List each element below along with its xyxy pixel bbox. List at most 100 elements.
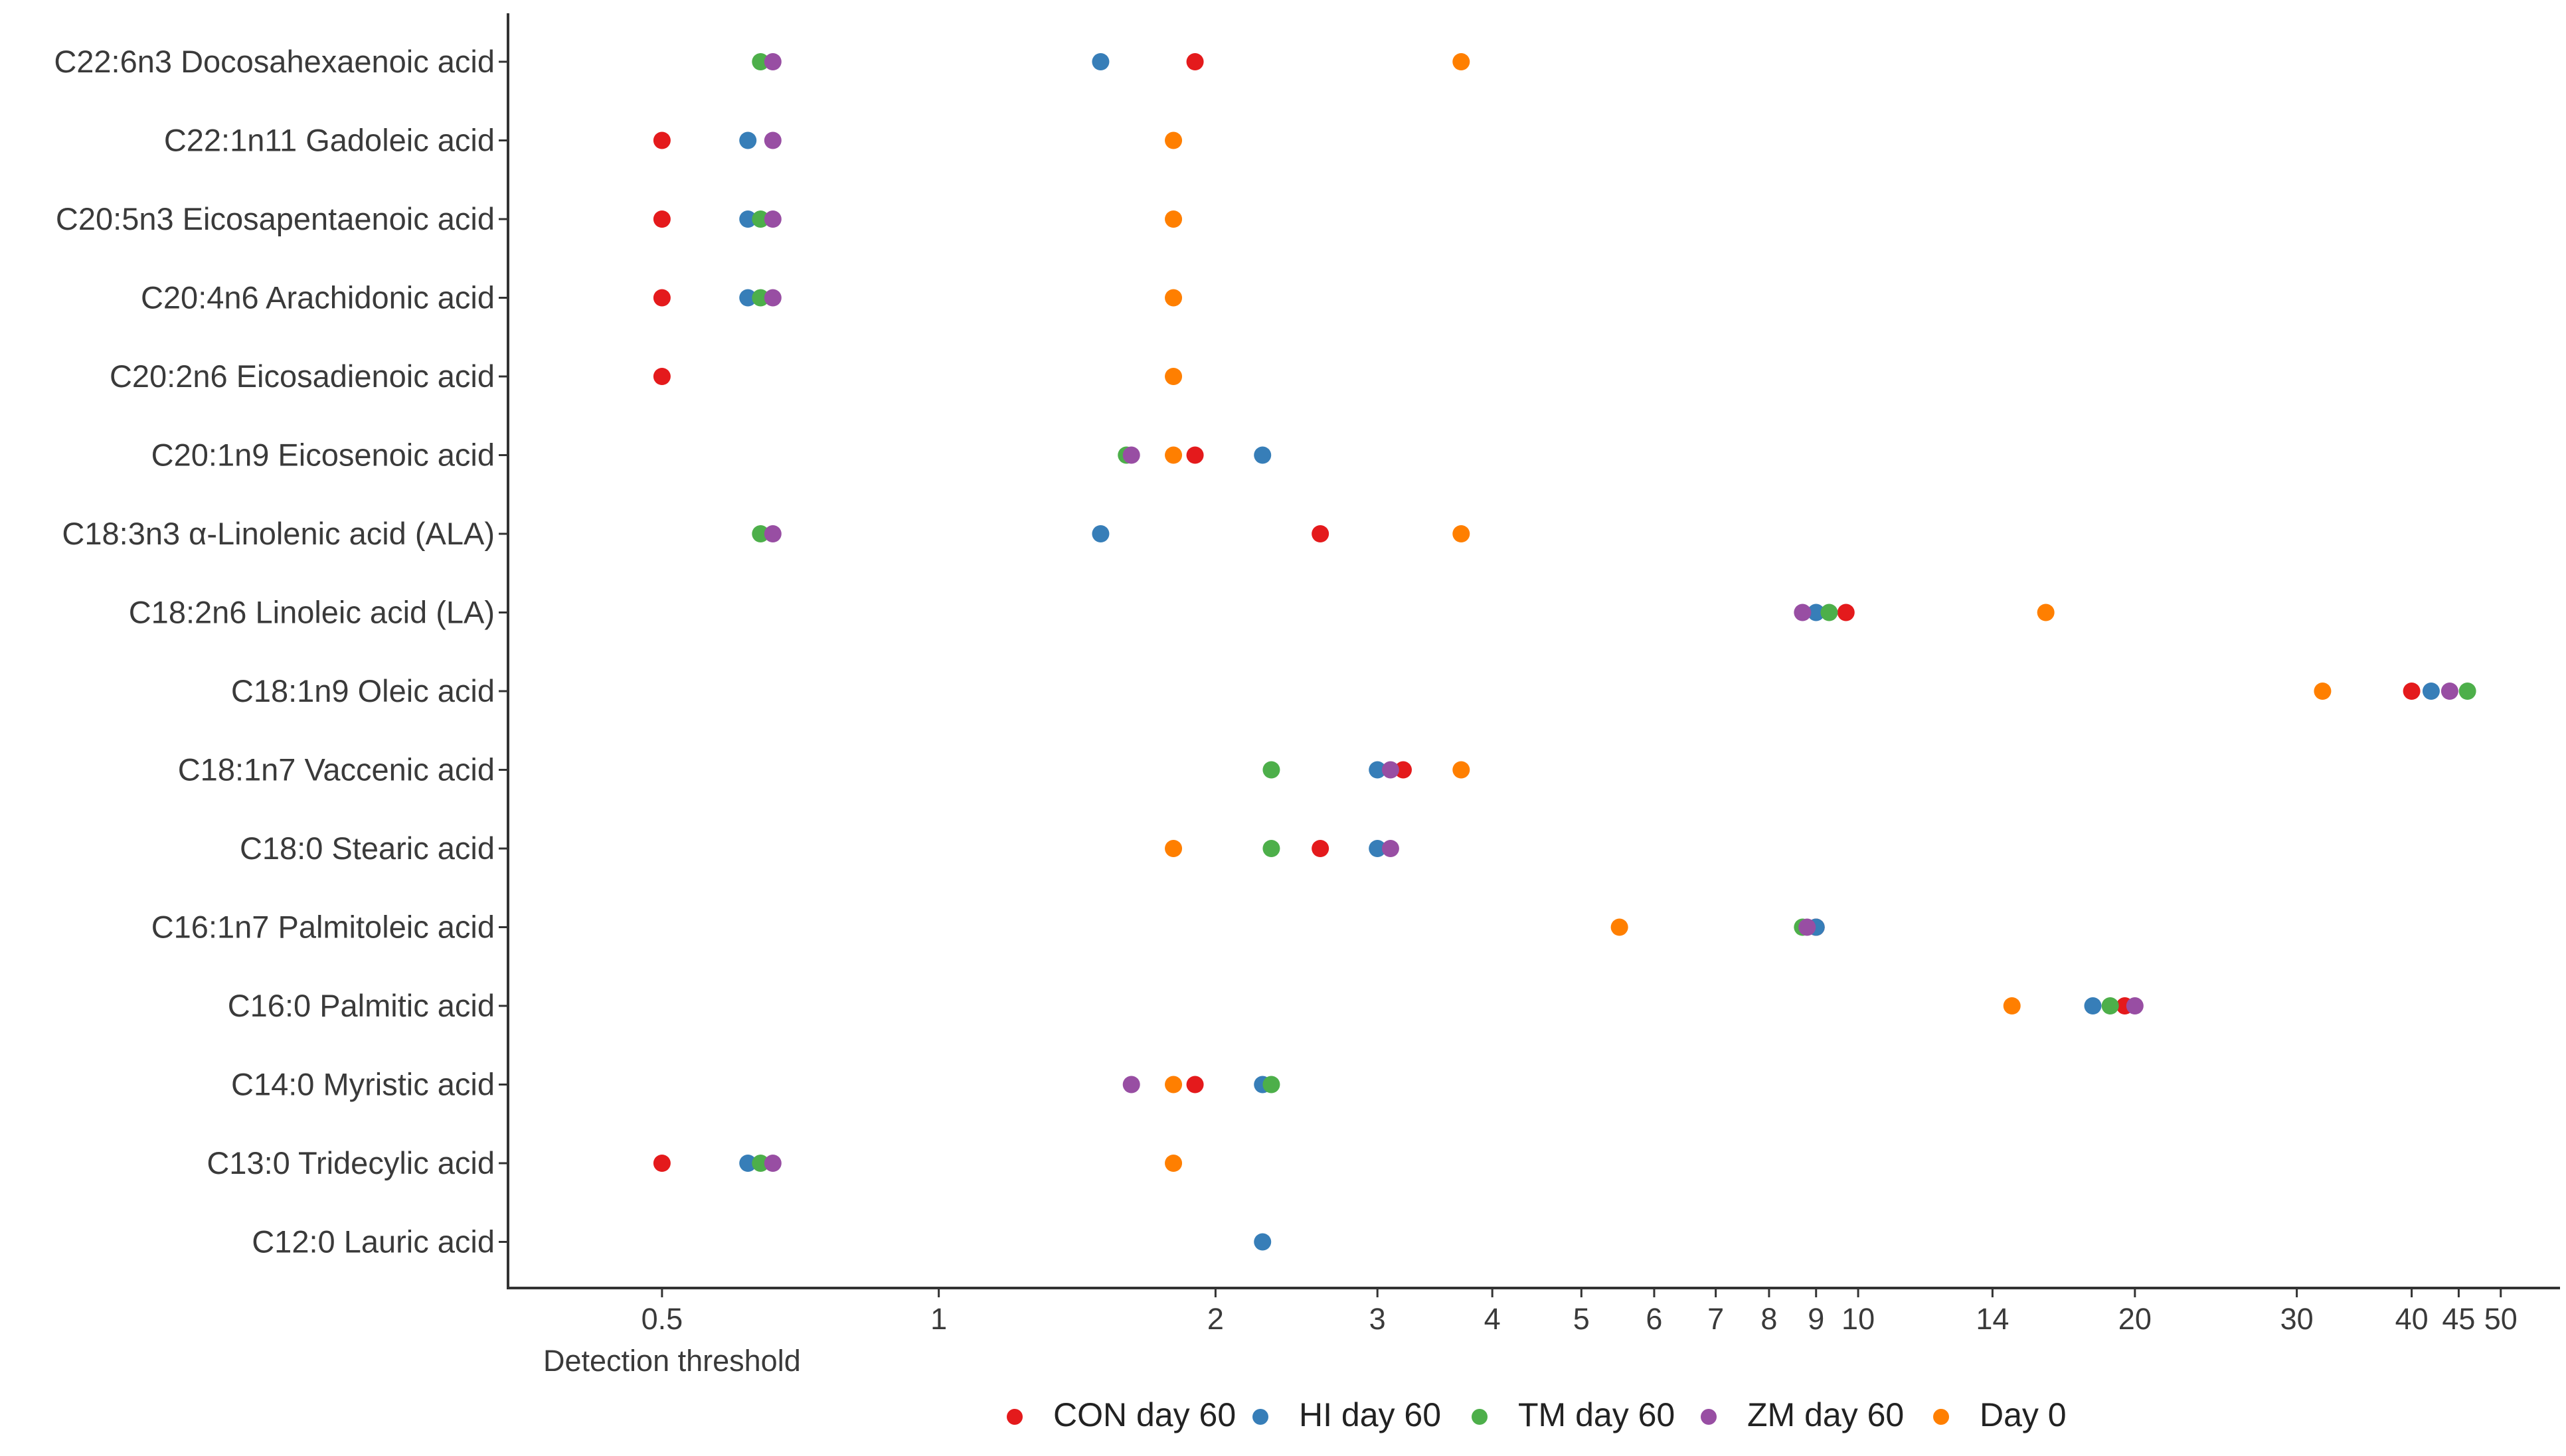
data-point: [1452, 525, 1470, 542]
data-point: [1262, 761, 1280, 779]
data-point: [764, 53, 782, 70]
x-tick-label: 45: [2442, 1302, 2475, 1336]
data-point: [764, 131, 782, 149]
data-point: [1165, 289, 1183, 307]
data-point: [653, 1155, 671, 1172]
data-point: [739, 210, 757, 228]
legend-label: HI day 60: [1299, 1396, 1441, 1433]
y-tick-label: C13:0 Tridecylic acid: [207, 1145, 495, 1180]
data-point: [739, 131, 757, 149]
y-tick-label: C12:0 Lauric acid: [252, 1224, 495, 1259]
x-tick-label: 30: [2280, 1302, 2314, 1336]
y-tick-label: C16:1n7 Palmitoleic acid: [151, 910, 495, 945]
data-point: [1610, 918, 1628, 936]
data-point: [752, 289, 770, 307]
data-point: [1186, 53, 1204, 70]
data-point: [752, 210, 770, 228]
detection-threshold-label: Detection threshold: [543, 1344, 801, 1378]
data-point: [1122, 446, 1140, 464]
legend: CON day 60 HI day 60 TM day 60 ZM day 60 Day…: [1007, 1396, 2067, 1433]
y-tick-label: C18:1n7 Vaccenic acid: [178, 752, 495, 787]
y-tick-label: C14:0 Myristic acid: [231, 1067, 495, 1102]
data-point: [653, 131, 671, 149]
legend-label: ZM day 60: [1747, 1396, 1904, 1433]
data-point: [2440, 683, 2458, 700]
x-tick-label: 40: [2395, 1302, 2429, 1336]
y-tick-label: C22:6n3 Docosahexaenoic acid: [54, 44, 495, 79]
data-point: [1165, 210, 1183, 228]
data-point: [1092, 53, 1110, 70]
data-point: [2037, 604, 2055, 621]
y-tick-label: C20:1n9 Eicosenoic acid: [151, 438, 495, 473]
data-point: [653, 210, 671, 228]
data-point: [1837, 604, 1855, 621]
x-tick-label: 1: [930, 1302, 947, 1336]
data-point: [2126, 997, 2144, 1014]
x-tick-label: 0.5: [642, 1302, 683, 1336]
data-point: [752, 53, 770, 70]
data-point: [1165, 1155, 1183, 1172]
data-point: [1820, 604, 1838, 621]
legend-key: [1472, 1409, 1488, 1425]
legend-label: Day 0: [1980, 1396, 2067, 1433]
y-tick-label: C18:2n6 Linoleic acid (LA): [129, 595, 495, 630]
data-point: [1092, 525, 1110, 542]
y-tick-label: C20:2n6 Eicosadienoic acid: [110, 359, 495, 394]
legend-label: CON day 60: [1053, 1396, 1236, 1433]
data-point: [752, 1155, 770, 1172]
data-point: [653, 368, 671, 385]
data-point: [1262, 1076, 1280, 1093]
y-tick-label: C18:0 Stearic acid: [240, 831, 495, 866]
x-tick-label: 8: [1760, 1302, 1777, 1336]
data-point: [1798, 918, 1816, 936]
x-tick-label: 9: [1808, 1302, 1824, 1336]
data-point: [1254, 1233, 1272, 1251]
data-point: [2458, 683, 2476, 700]
x-tick-label: 20: [2118, 1302, 2152, 1336]
data-point: [1369, 761, 1387, 779]
data-point: [764, 1155, 782, 1172]
data-point: [1794, 604, 1812, 621]
legend-key: [1933, 1409, 1949, 1425]
data-point: [752, 525, 770, 542]
x-tick-label: 14: [1976, 1302, 2009, 1336]
x-tick-label: 4: [1484, 1302, 1501, 1336]
y-axis-labels: C22:6n3 Docosahexaenoic acid C22:1n11 Gad…: [54, 44, 508, 1259]
data-point: [1254, 446, 1272, 464]
data-point: [1186, 1076, 1204, 1093]
y-tick-label: C22:1n11 Gadoleic acid: [164, 123, 495, 158]
legend-label: TM day 60: [1518, 1396, 1675, 1433]
x-tick-label: 50: [2484, 1302, 2518, 1336]
legend-key: [1007, 1409, 1023, 1425]
data-point: [1165, 1076, 1183, 1093]
x-tick-label: 7: [1707, 1302, 1724, 1336]
data-point: [1369, 840, 1387, 857]
x-tick-label: 2: [1207, 1302, 1224, 1336]
x-tick-label: 5: [1573, 1302, 1590, 1336]
data-point: [2003, 997, 2021, 1014]
data-point: [1312, 840, 1329, 857]
data-point: [1165, 368, 1183, 385]
data-point: [1312, 525, 1329, 542]
data-point: [1394, 761, 1412, 779]
y-tick-label: C20:5n3 Eicosapentaenoic acid: [56, 201, 495, 236]
data-point: [739, 1155, 757, 1172]
data-point: [2403, 683, 2421, 700]
data-point: [1807, 604, 1825, 621]
data-point: [1381, 840, 1399, 857]
data-point: [764, 525, 782, 542]
data-point: [1165, 446, 1183, 464]
data-point: [2314, 683, 2332, 700]
x-tick-label: 6: [1646, 1302, 1662, 1336]
data-point: [1452, 761, 1470, 779]
x-tick-label: 3: [1369, 1302, 1386, 1336]
data-point: [1381, 761, 1399, 779]
data-point: [2084, 997, 2102, 1014]
y-tick-label: C20:4n6 Arachidonic acid: [141, 280, 495, 315]
data-points: [653, 53, 2476, 1251]
data-point: [739, 289, 757, 307]
legend-key: [1252, 1409, 1268, 1425]
data-point: [1165, 131, 1183, 149]
